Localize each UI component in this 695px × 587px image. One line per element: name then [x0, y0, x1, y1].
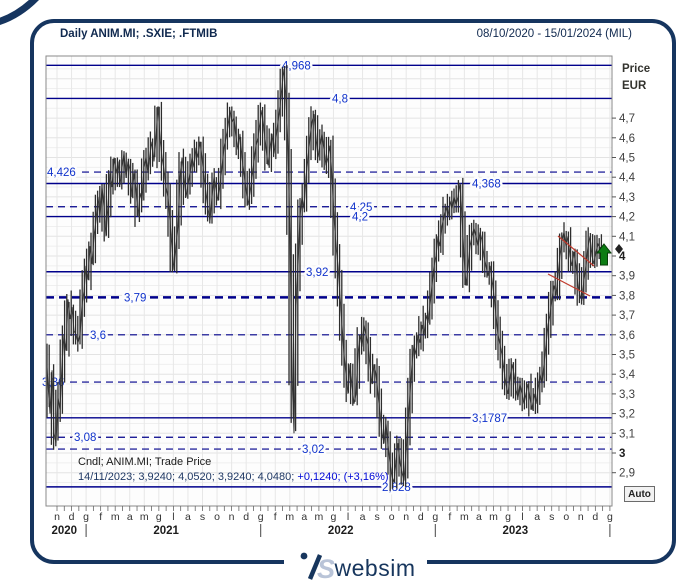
y-tick-label: 4,1 — [619, 231, 635, 243]
x-month-label: d — [243, 511, 249, 523]
y-tick-label: 3,8 — [619, 290, 635, 302]
x-month-label: g — [505, 511, 511, 523]
level-label: 3,92 — [306, 267, 328, 279]
y-tick-label: 3,4 — [619, 369, 636, 381]
level-label: 3,79 — [124, 292, 146, 304]
y-tick-label: 4 — [619, 251, 626, 263]
level-label: 4,368 — [472, 179, 501, 191]
x-month-label: l — [521, 511, 523, 523]
x-month-label: f — [274, 511, 277, 523]
footer-brand-bar: S websim — [0, 544, 695, 586]
x-month-label: d — [418, 511, 424, 523]
x-month-label: n — [403, 511, 409, 523]
level-label: 4,968 — [282, 60, 311, 72]
chart-plot-area[interactable] — [46, 56, 612, 506]
plot-border — [45, 55, 613, 507]
x-month-label: o — [214, 511, 220, 523]
level-label: 3,08 — [74, 432, 96, 444]
price-axis-title: Price EUR — [622, 61, 650, 95]
x-month-label: m — [315, 511, 324, 523]
level-label: 3,1787 — [472, 413, 507, 425]
y-tick-label: 3,7 — [619, 310, 635, 322]
date-range-label: 08/10/2020 - 15/01/2024 (MIL) — [476, 28, 632, 40]
websim-brand: S websim — [283, 544, 428, 586]
x-month-label: g — [258, 511, 264, 523]
decorative-corner-arc — [0, 0, 39, 26]
x-month-label: m — [460, 511, 469, 523]
y-tick-label: 4,3 — [619, 192, 635, 204]
x-month-label: s — [549, 511, 554, 523]
y-tick-label: 3,2 — [619, 409, 635, 421]
y-tick-label: 3,6 — [619, 330, 635, 342]
trend-line — [547, 273, 591, 297]
x-month-label: m — [140, 511, 149, 523]
x-month-label: s — [200, 511, 205, 523]
x-month-label: m — [489, 511, 498, 523]
level-label: 3,02 — [302, 444, 324, 456]
y-tick-label: 3,9 — [619, 271, 635, 283]
x-month-label: f — [448, 511, 451, 523]
brand-name: websim — [334, 554, 416, 581]
x-month-label: n — [578, 511, 584, 523]
x-month-label: a — [127, 511, 133, 523]
currency-axis-label: EUR — [622, 80, 647, 92]
signal-arrow-icon — [595, 243, 613, 266]
level-label: 4,8 — [332, 93, 348, 105]
y-tick-label: 3,1 — [619, 428, 635, 440]
x-month-label: m — [285, 511, 294, 523]
price-marker-diamond — [615, 244, 623, 254]
level-label: 4,426 — [47, 167, 76, 179]
x-month-label: l — [172, 511, 174, 523]
legend-ohlc-values: 14/11/2023; 3,9240; 4,0520; 3,9240; 4,04… — [78, 471, 295, 483]
x-month-label: a — [476, 511, 482, 523]
y-tick-label: 4,2 — [619, 212, 635, 224]
y-tick-label: 3 — [619, 448, 625, 460]
y-tick-label: 2,9 — [619, 468, 635, 480]
x-month-label: d — [592, 511, 598, 523]
legend-info: Cndl; ANIM.MI; Trade Price 14/11/2023; 3… — [78, 455, 389, 485]
svg-text:S: S — [317, 554, 334, 583]
level-label: 3,6 — [90, 330, 106, 342]
trend-line — [557, 235, 595, 267]
x-month-label: o — [563, 511, 569, 523]
x-month-label: n — [54, 511, 60, 523]
x-year-label: 2020 — [51, 525, 77, 537]
auto-scale-button[interactable]: Auto — [624, 486, 655, 502]
chart-title: Daily ANIM.MI; .SXIE; .FTMIB — [60, 28, 218, 40]
x-month-label: d — [69, 511, 75, 523]
y-tick-label: 4,7 — [619, 113, 635, 125]
x-month-label: s — [374, 511, 379, 523]
y-tick-label: 4,5 — [619, 153, 635, 165]
x-month-label: a — [301, 511, 307, 523]
x-month-label: g — [83, 511, 89, 523]
x-year-label: 2021 — [153, 525, 179, 537]
x-month-label: l — [347, 511, 349, 523]
y-tick-label: 4,4 — [619, 172, 636, 184]
x-month-label: a — [360, 511, 366, 523]
y-tick-label: 4,6 — [619, 133, 635, 145]
x-month-label: m — [111, 511, 120, 523]
legend-change-values: +0,1240; (+3,16%) — [297, 471, 389, 483]
x-month-label: g — [432, 511, 438, 523]
x-year-label: 2022 — [328, 525, 354, 537]
x-year-label: 2023 — [503, 525, 529, 537]
x-month-label: a — [534, 511, 540, 523]
y-tick-label: 3,5 — [619, 350, 635, 362]
websim-logo-icon: S — [300, 552, 334, 583]
x-month-label: o — [389, 511, 395, 523]
x-month-label: g — [156, 511, 162, 523]
x-month-label: f — [99, 511, 102, 523]
x-month-label: g — [607, 511, 613, 523]
x-month-label: a — [185, 511, 191, 523]
level-label: 4,25 — [350, 202, 372, 214]
price-axis-label: Price — [622, 63, 651, 75]
level-label: 4,2 — [352, 212, 368, 224]
x-month-label: n — [229, 511, 235, 523]
y-tick-label: 3,3 — [619, 389, 635, 401]
x-month-label: g — [331, 511, 337, 523]
legend-series-line: Cndl; ANIM.MI; Trade Price — [78, 456, 212, 468]
